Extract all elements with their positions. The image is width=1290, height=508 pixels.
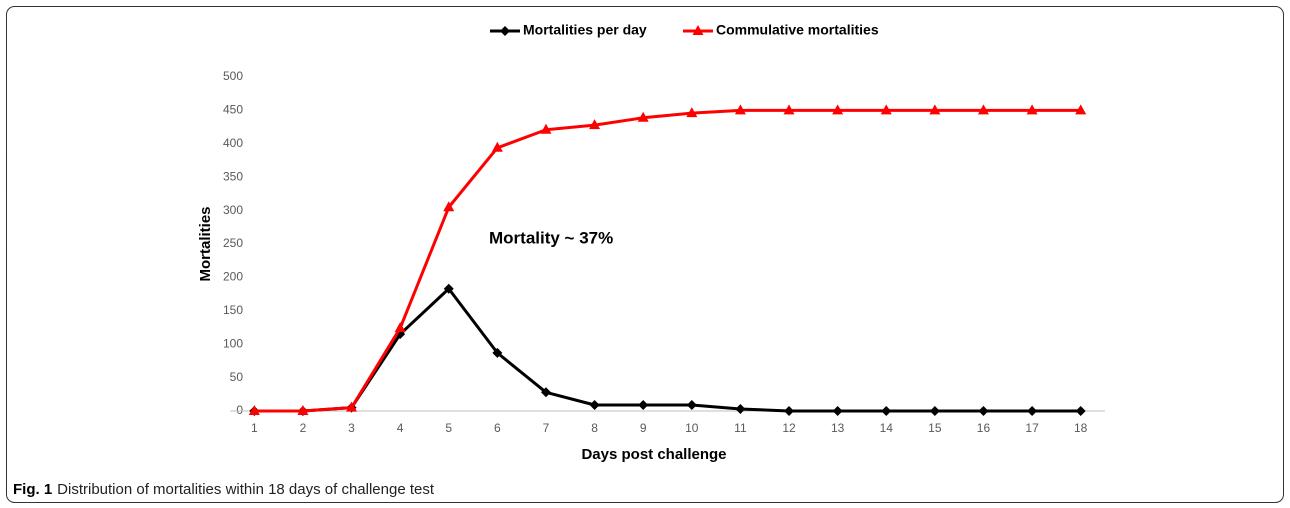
x-tick-label: 2 <box>300 421 307 435</box>
x-tick-label: 11 <box>734 421 747 435</box>
x-tick-label: 8 <box>591 421 598 435</box>
marker <box>929 104 941 115</box>
marker <box>832 104 844 115</box>
legend-marker <box>500 26 510 36</box>
x-tick-label: 3 <box>348 421 355 435</box>
x-tick-label: 10 <box>685 421 699 435</box>
legend-label: Mortalities per day <box>523 22 647 38</box>
marker <box>540 123 552 134</box>
x-tick-label: 4 <box>397 421 404 435</box>
x-tick-label: 16 <box>977 421 991 435</box>
y-axis-label: Mortalities <box>197 206 214 281</box>
x-tick-label: 6 <box>494 421 501 435</box>
frame <box>6 6 1284 503</box>
marker <box>832 406 843 416</box>
marker <box>977 104 989 115</box>
x-tick-label: 12 <box>782 421 796 435</box>
marker <box>1075 104 1087 115</box>
x-axis-label: Days post challenge <box>581 446 726 463</box>
legend-marker <box>692 25 704 35</box>
marker <box>491 141 503 152</box>
series-line <box>254 287 1081 413</box>
annotation: Mortality ~ 37% <box>489 228 613 247</box>
marker <box>346 401 358 412</box>
marker <box>638 399 649 410</box>
x-tick-label: 15 <box>928 421 942 435</box>
marker <box>686 399 697 410</box>
caption-text: Distribution of mortalities within 18 da… <box>57 481 435 498</box>
marker <box>1026 104 1038 115</box>
marker <box>443 201 455 212</box>
y-tick-label: 150 <box>223 303 243 317</box>
x-tick-label: 14 <box>880 421 894 435</box>
marker <box>394 322 406 333</box>
marker <box>589 119 601 130</box>
marker <box>734 104 746 115</box>
y-tick-label: 50 <box>230 370 244 384</box>
x-tick-label: 5 <box>445 421 452 435</box>
marker <box>881 406 892 416</box>
x-tick-label: 7 <box>543 421 550 435</box>
marker <box>248 405 260 415</box>
y-tick-label: 450 <box>223 103 243 117</box>
marker <box>1075 406 1086 416</box>
x-tick-label: 17 <box>1025 421 1039 435</box>
x-tick-label: 13 <box>831 421 845 435</box>
marker <box>492 347 503 358</box>
y-tick-label: 350 <box>223 169 243 183</box>
marker <box>1027 406 1038 416</box>
marker <box>978 406 989 416</box>
marker <box>929 406 940 416</box>
series-line <box>254 108 1081 413</box>
x-tick-label: 9 <box>640 421 647 435</box>
y-tick-label: 0 <box>236 403 243 417</box>
legend-label: Commulative mortalities <box>716 22 879 38</box>
caption-label: Fig. 1 <box>13 481 52 498</box>
x-tick-label: 18 <box>1074 421 1088 435</box>
marker <box>540 387 551 398</box>
marker <box>637 111 649 122</box>
marker <box>783 104 795 115</box>
y-tick-label: 300 <box>223 203 243 217</box>
y-tick-label: 200 <box>223 270 243 284</box>
marker <box>297 405 309 415</box>
x-tick-label: 1 <box>251 421 258 435</box>
y-tick-label: 100 <box>223 336 243 350</box>
marker <box>589 399 600 410</box>
caption: Fig. 1 Distribution of mortalities within… <box>13 481 435 498</box>
marker <box>735 403 746 414</box>
marker <box>686 107 698 118</box>
marker <box>784 406 795 416</box>
y-tick-label: 400 <box>223 136 243 150</box>
marker <box>880 104 892 115</box>
y-tick-label: 250 <box>223 236 243 250</box>
y-tick-label: 500 <box>223 69 243 83</box>
marker <box>443 283 454 294</box>
